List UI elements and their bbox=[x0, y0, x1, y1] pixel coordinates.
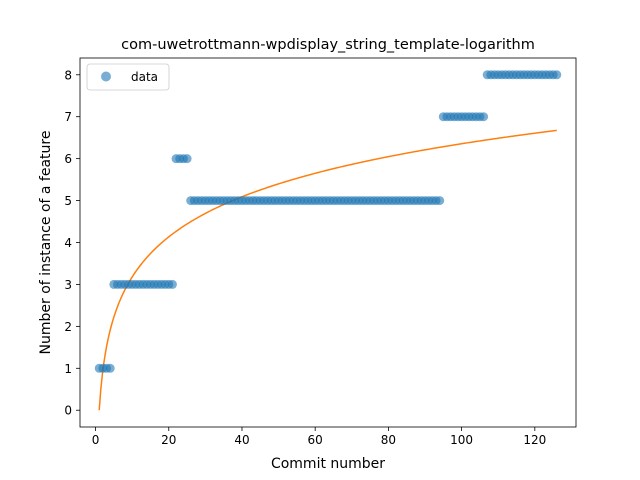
y-tick-label-8: 8 bbox=[64, 68, 72, 82]
y-tick-label-2: 2 bbox=[64, 320, 72, 334]
y-tick-label-1: 1 bbox=[64, 362, 72, 376]
fit-line-layer bbox=[98, 129, 557, 411]
plot-frame bbox=[79, 57, 577, 428]
y-tick-label-5: 5 bbox=[64, 194, 72, 208]
y-tick-label-6: 6 bbox=[64, 152, 72, 166]
legend-marker-data bbox=[101, 71, 111, 82]
chart-title: com-uwetrottmann-wpdisplay_string_templa… bbox=[121, 37, 535, 53]
legend-box bbox=[86, 63, 170, 91]
data-point bbox=[552, 70, 562, 80]
x-tick-label-100: 100 bbox=[450, 433, 473, 447]
legend: data bbox=[86, 63, 170, 91]
y-axis: 0 1 2 3 4 5 6 7 8 bbox=[64, 68, 80, 418]
data-point bbox=[435, 196, 445, 206]
x-tick-label-120: 120 bbox=[523, 433, 546, 447]
data-points-layer bbox=[94, 70, 562, 373]
x-tick-label-40: 40 bbox=[234, 433, 249, 447]
fit-line bbox=[98, 129, 557, 411]
x-tick-label-0: 0 bbox=[92, 433, 100, 447]
y-tick-label-3: 3 bbox=[64, 278, 72, 292]
x-axis: 0 20 40 60 80 100 120 bbox=[92, 427, 546, 447]
x-tick-label-60: 60 bbox=[308, 433, 323, 447]
data-point bbox=[479, 112, 489, 122]
y-tick-label-7: 7 bbox=[64, 110, 72, 124]
y-tick-label-0: 0 bbox=[64, 404, 72, 418]
x-axis-label: Commit number bbox=[271, 456, 385, 472]
y-axis-label: Number of instance of a feature bbox=[38, 131, 54, 355]
data-point bbox=[105, 363, 115, 373]
data-point bbox=[167, 279, 177, 289]
y-tick-label-4: 4 bbox=[64, 236, 72, 250]
legend-label-data: data bbox=[131, 70, 158, 84]
data-point bbox=[182, 154, 192, 164]
x-tick-label-80: 80 bbox=[381, 433, 396, 447]
x-tick-label-20: 20 bbox=[161, 433, 176, 447]
